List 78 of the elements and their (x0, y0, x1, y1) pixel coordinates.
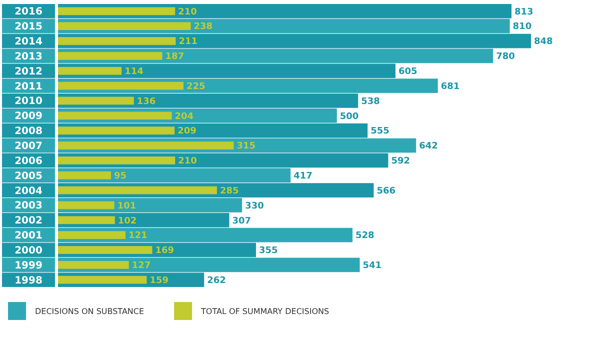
data-label: 210 (178, 156, 197, 167)
data-label: 210 (178, 7, 197, 18)
y-tick-label: 2004 (14, 186, 42, 197)
bar (58, 231, 126, 239)
bar (58, 96, 134, 105)
data-label: 330 (245, 201, 264, 212)
data-label: 681 (440, 82, 460, 92)
data-label: 238 (194, 22, 213, 32)
data-label: 127 (132, 261, 151, 272)
data-label: 204 (174, 112, 194, 122)
bar (58, 22, 191, 30)
bar (58, 126, 175, 135)
y-tick-label: 2005 (14, 170, 42, 182)
data-label: 101 (117, 201, 136, 212)
bar (58, 260, 129, 269)
data-label: 121 (128, 231, 148, 242)
data-label: 209 (178, 126, 196, 137)
data-label: 307 (232, 216, 252, 226)
data-label: 114 (124, 67, 144, 78)
bar (58, 171, 111, 180)
y-tick-label: 2010 (14, 96, 42, 108)
bar (58, 7, 176, 16)
data-label: 555 (370, 126, 390, 137)
y-tick-label: 2009 (14, 111, 42, 122)
y-tick-label: 2011 (14, 81, 42, 92)
data-label: 211 (178, 37, 198, 48)
data-label: 848 (534, 37, 553, 48)
data-label: 187 (165, 52, 184, 62)
data-label: 642 (419, 142, 438, 152)
data-label: 169 (155, 246, 174, 256)
y-tick-label: 2014 (14, 36, 42, 48)
bar (58, 216, 115, 224)
y-tick-label: 2013 (14, 51, 42, 62)
y-tick-label: 2008 (14, 126, 42, 138)
bar (58, 201, 114, 210)
legend-label: DECISIONS ON SUBSTANCE (35, 306, 144, 316)
data-label: 541 (362, 261, 382, 272)
bar (58, 112, 172, 120)
data-label: 566 (376, 186, 396, 196)
bar (58, 142, 234, 150)
bar (58, 37, 176, 45)
data-label: 810 (512, 22, 532, 32)
bar (58, 52, 162, 60)
y-tick-label: 2015 (14, 22, 42, 33)
data-label: 315 (236, 142, 256, 152)
data-label: 780 (496, 52, 515, 62)
y-tick-label: 2002 (14, 216, 42, 227)
y-tick-label: 2012 (14, 66, 42, 78)
data-label: 813 (514, 7, 534, 18)
data-label: 285 (220, 186, 239, 196)
y-tick-label: 1998 (14, 275, 42, 286)
data-label: 528 (356, 231, 374, 242)
y-tick-label: 2016 (14, 6, 42, 18)
y-tick-label: 2007 (14, 141, 42, 152)
data-label: 417 (294, 172, 312, 182)
y-tick-label: 2003 (14, 200, 42, 212)
data-label: 605 (398, 67, 418, 78)
data-label: 95 (114, 172, 127, 182)
data-label: 225 (186, 82, 206, 92)
bar (58, 66, 122, 75)
bar (58, 82, 184, 90)
bar (58, 276, 147, 284)
bar (58, 186, 217, 194)
data-label: 159 (150, 276, 168, 286)
y-tick-label: 2006 (14, 156, 42, 167)
legend-label: TOTAL OF SUMMARY DECISIONS (200, 306, 330, 316)
y-tick-label: 1999 (14, 260, 42, 272)
data-label: 355 (259, 246, 278, 256)
data-label: 262 (207, 276, 226, 286)
data-label: 102 (118, 216, 137, 226)
bar (58, 156, 176, 164)
data-label: 592 (391, 156, 410, 167)
data-label: 136 (136, 96, 156, 107)
data-label: 538 (361, 96, 380, 107)
y-tick-label: 2001 (14, 230, 42, 242)
data-label: 500 (340, 112, 359, 122)
bar (58, 246, 152, 254)
y-tick-label: 2000 (14, 245, 42, 256)
